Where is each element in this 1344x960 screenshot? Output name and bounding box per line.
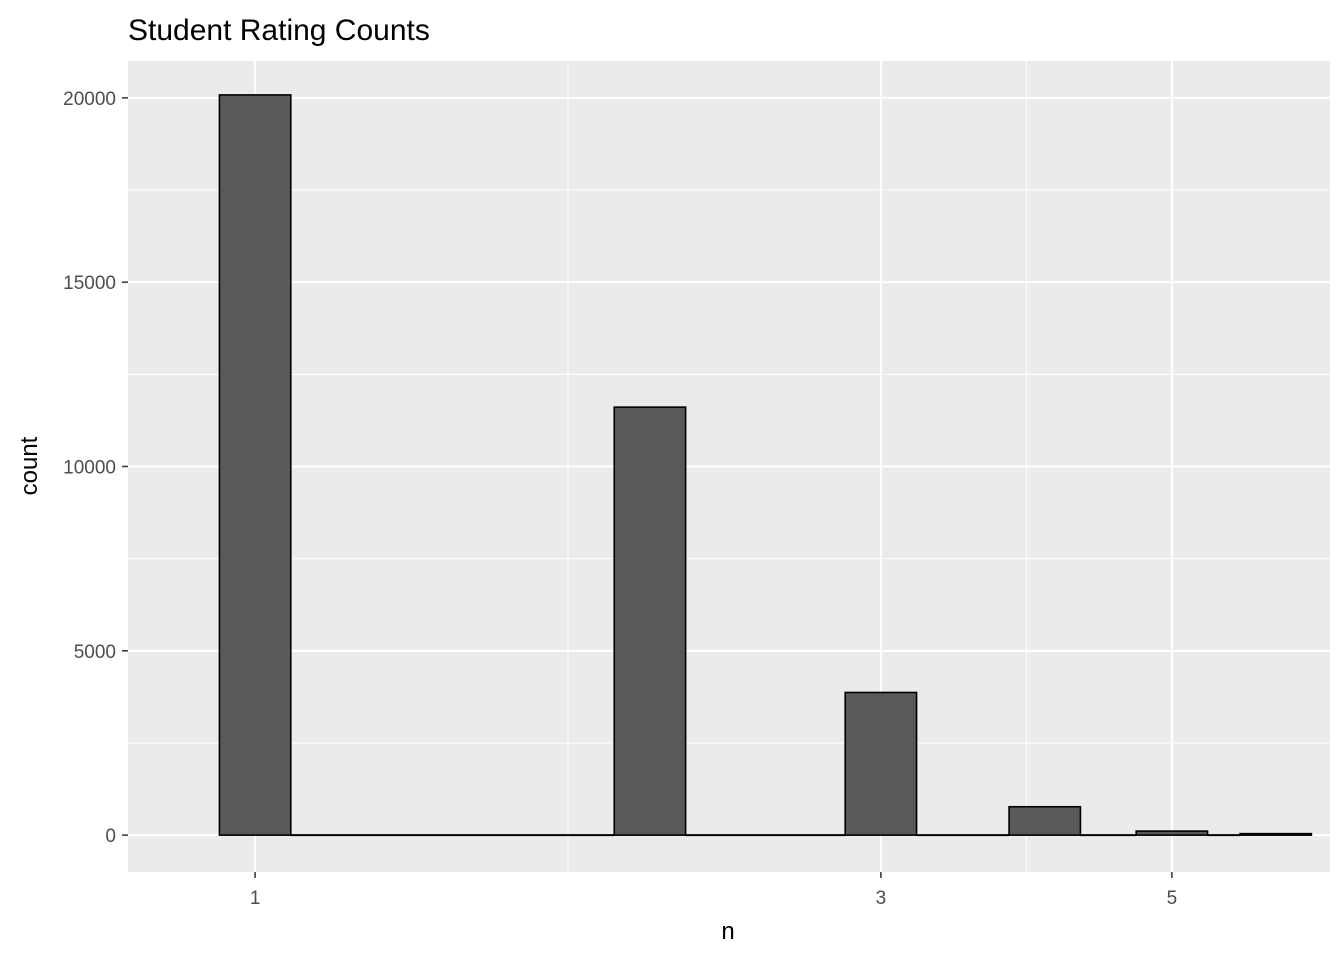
y-axis-title: count — [16, 436, 43, 495]
y-tick-label: 0 — [105, 826, 116, 847]
chart-title: Student Rating Counts — [128, 14, 430, 47]
x-tick-label: 5 — [1167, 888, 1178, 909]
bar-3 — [844, 691, 918, 836]
bar-2 — [613, 406, 687, 836]
y-tick-label: 5000 — [74, 642, 116, 663]
bar-5 — [1135, 830, 1209, 836]
x-axis-title: n — [721, 918, 734, 945]
bar-6 — [1239, 832, 1313, 836]
bars — [218, 94, 1313, 836]
y-tick-label: 10000 — [63, 458, 116, 479]
bar-1 — [218, 94, 292, 836]
y-tick-label: 20000 — [63, 89, 116, 110]
bar-4 — [1008, 805, 1082, 836]
y-tick-label: 15000 — [63, 273, 116, 294]
x-tick-label: 1 — [250, 888, 261, 909]
y-axis-ticks: 0 5000 10000 15000 20000 — [63, 89, 128, 847]
x-axis-ticks: 1 3 5 — [250, 872, 1177, 909]
x-tick-label: 3 — [876, 888, 887, 909]
